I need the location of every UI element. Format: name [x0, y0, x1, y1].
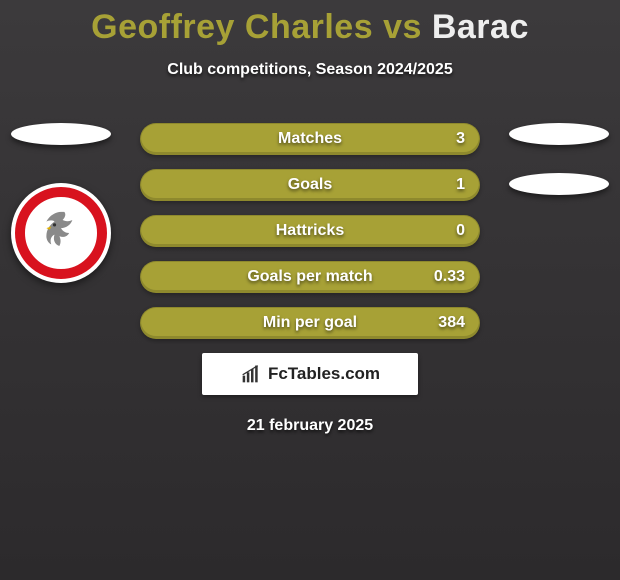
- right-player-column: [504, 123, 614, 223]
- stat-label: Matches: [141, 124, 479, 154]
- stat-label: Hattricks: [141, 216, 479, 246]
- title-right: Barac: [432, 8, 529, 46]
- right-player-ellipse-1: [509, 123, 609, 145]
- stat-bar-matches: Matches 3: [140, 123, 480, 155]
- left-player-column: [6, 123, 116, 283]
- right-player-ellipse-2: [509, 173, 609, 195]
- stat-label: Goals per match: [141, 262, 479, 292]
- stat-bars: Matches 3 Goals 1 Hattricks 0 Goals per …: [140, 123, 480, 339]
- subtitle: Club competitions, Season 2024/2025: [0, 61, 620, 79]
- chart-bars-icon: [240, 364, 262, 384]
- stat-value: 0.33: [434, 262, 465, 292]
- stat-label: Goals: [141, 170, 479, 200]
- stat-bar-hattricks: Hattricks 0: [140, 215, 480, 247]
- title-vs: vs: [373, 8, 432, 46]
- stat-value: 3: [456, 124, 465, 154]
- left-club-badge: [11, 183, 111, 283]
- club-badge-inner: [27, 199, 95, 267]
- brand-box[interactable]: FcTables.com: [202, 353, 418, 395]
- page-title: Geoffrey Charles vs Barac: [0, 0, 620, 47]
- stat-value: 384: [438, 308, 465, 338]
- stat-bar-goals: Goals 1: [140, 169, 480, 201]
- brand-text: FcTables.com: [268, 364, 380, 384]
- stat-bar-mpg: Min per goal 384: [140, 307, 480, 339]
- footer-date: 21 february 2025: [0, 417, 620, 435]
- left-player-ellipse: [11, 123, 111, 145]
- comparison-content: Matches 3 Goals 1 Hattricks 0 Goals per …: [0, 123, 620, 435]
- stat-bar-gpm: Goals per match 0.33: [140, 261, 480, 293]
- eagle-icon: [35, 207, 87, 259]
- stat-label: Min per goal: [141, 308, 479, 338]
- title-left: Geoffrey Charles: [91, 8, 373, 46]
- stat-value: 0: [456, 216, 465, 246]
- stat-value: 1: [456, 170, 465, 200]
